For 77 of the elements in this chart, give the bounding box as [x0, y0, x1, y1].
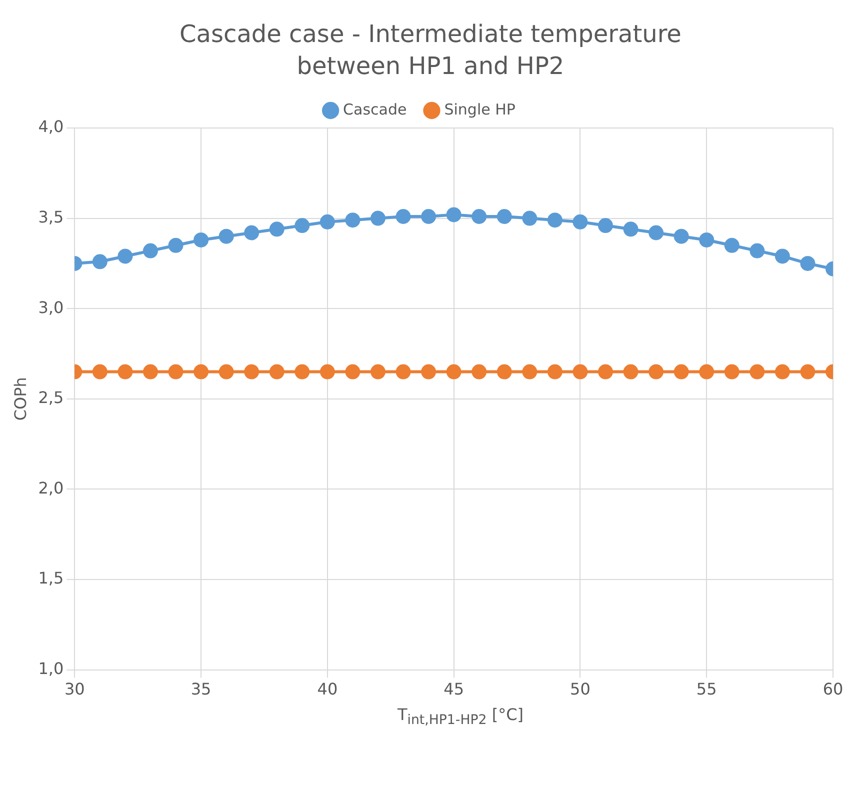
point	[244, 225, 260, 240]
y-tick-label: 3,5	[38, 207, 64, 226]
x-tick-label: 30	[64, 679, 85, 698]
point	[598, 364, 613, 380]
point	[168, 238, 184, 253]
point	[750, 243, 765, 258]
point	[320, 364, 335, 380]
point	[118, 364, 133, 380]
point	[724, 238, 740, 253]
point	[648, 225, 664, 240]
legend-label: Single HP	[444, 100, 516, 118]
point	[244, 364, 260, 380]
y-axis-title: COPh	[10, 376, 30, 420]
x-tick-label: 50	[570, 679, 590, 698]
y-tick-label: 3,0	[38, 298, 64, 317]
y-tick-label: 2,0	[38, 478, 64, 498]
point	[269, 364, 284, 380]
point	[724, 364, 740, 380]
x-tick-label: 40	[317, 679, 338, 698]
x-tick-label: 60	[822, 679, 844, 698]
y-tick-label: 1,5	[38, 568, 64, 588]
point	[496, 364, 512, 380]
point	[370, 210, 386, 226]
point	[572, 364, 588, 380]
point	[522, 210, 538, 226]
y-tick-label: 1,0	[38, 658, 64, 678]
x-tick-label: 55	[696, 679, 717, 698]
point	[472, 208, 487, 224]
legend-label: Cascade	[343, 100, 407, 118]
point	[547, 212, 562, 228]
point	[218, 364, 234, 380]
point	[623, 364, 638, 380]
point	[674, 228, 689, 244]
y-tick-label: 4,0	[38, 116, 64, 136]
point	[522, 364, 538, 380]
point	[699, 364, 714, 380]
point	[118, 248, 133, 264]
point	[421, 364, 436, 380]
point	[194, 364, 209, 380]
point	[800, 364, 816, 380]
point	[547, 364, 562, 380]
point	[674, 364, 689, 380]
point	[142, 243, 158, 258]
point	[320, 214, 335, 230]
point	[496, 208, 512, 224]
point	[446, 206, 462, 222]
point	[396, 364, 411, 380]
point	[345, 364, 360, 380]
point	[472, 364, 487, 380]
point	[446, 364, 462, 380]
point	[370, 364, 386, 380]
point	[194, 232, 209, 248]
point	[294, 364, 310, 380]
x-tick-label: 35	[190, 679, 212, 698]
point	[345, 212, 360, 228]
point	[421, 208, 436, 224]
point	[269, 221, 284, 236]
point	[168, 364, 184, 380]
point	[648, 364, 664, 380]
x-axis-title: T$_{int,HP1-HP2}$ [°C]	[396, 704, 525, 730]
point	[218, 228, 234, 244]
point	[294, 218, 310, 233]
point	[623, 221, 638, 236]
x-tick-label: 45	[444, 679, 464, 698]
point	[800, 256, 816, 271]
point	[750, 364, 765, 380]
point	[774, 364, 790, 380]
point	[92, 254, 108, 269]
chart-title: Cascade case - Intermediate temperature between HP1 and HP2	[178, 19, 682, 82]
point	[699, 232, 714, 248]
point	[396, 208, 411, 224]
point	[774, 248, 790, 264]
point	[142, 364, 158, 380]
point	[92, 364, 108, 380]
y-tick-label: 2,5	[38, 388, 64, 407]
point	[598, 218, 613, 233]
point	[572, 214, 588, 230]
